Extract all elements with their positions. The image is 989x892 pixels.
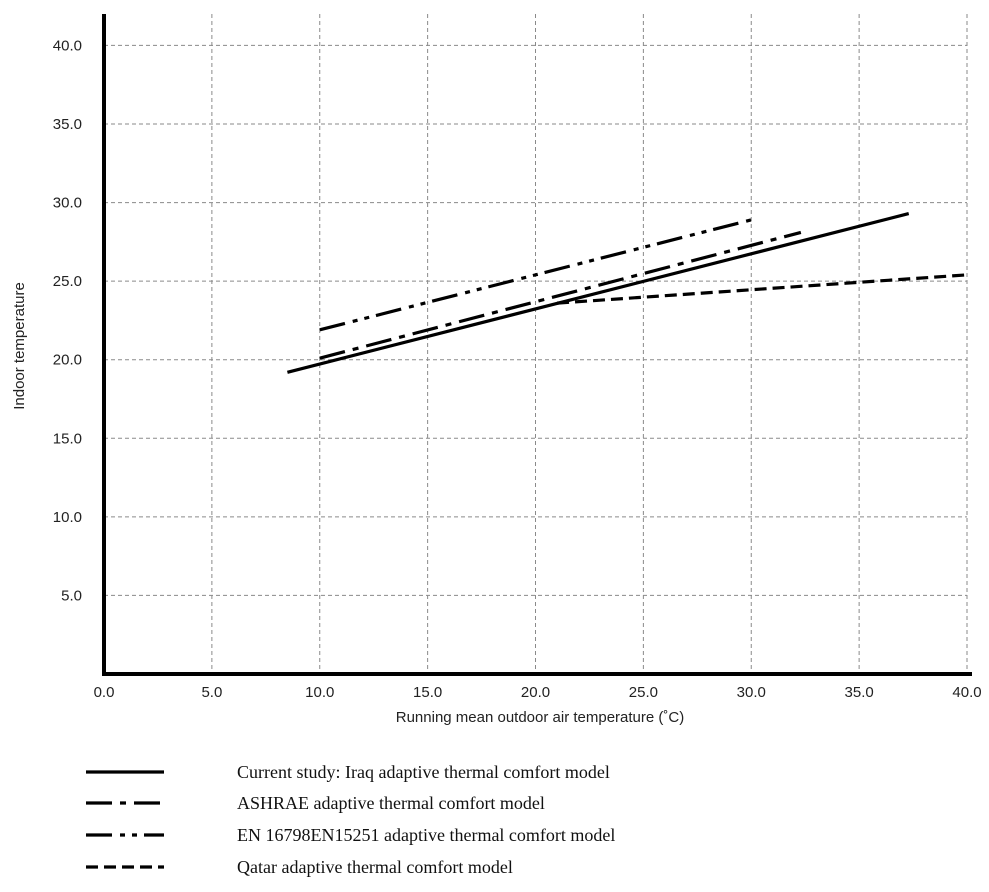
x-tick-label: 35.0 [845,684,874,701]
x-tick-label: 20.0 [521,684,550,701]
y-tick-label: 25.0 [53,273,82,290]
series-lines [287,214,967,373]
y-tick-label: 30.0 [53,195,82,212]
y-axis-title: Indoor temperature [11,282,28,410]
legend-label: EN 16798EN15251 adaptive thermal comfort… [237,825,615,845]
x-tick-label: 10.0 [305,684,334,701]
legend-label: Qatar adaptive thermal comfort model [237,857,513,877]
grid [104,14,967,674]
y-tick-label: 15.0 [53,430,82,447]
axes [102,14,972,674]
y-tick-label: 35.0 [53,116,82,133]
y-tick-label: 10.0 [53,509,82,526]
legend-label: ASHRAE adaptive thermal comfort model [237,793,545,813]
y-tick-label: 20.0 [53,352,82,369]
y-tick-labels: 5.0 10.0 15.0 20.0 25.0 30.0 35.0 40.0 [53,37,82,604]
x-tick-label: 25.0 [629,684,658,701]
x-tick-label: 30.0 [737,684,766,701]
x-tick-label: 15.0 [413,684,442,701]
x-tick-label: 40.0 [952,684,981,701]
y-tick-label: 40.0 [53,37,82,54]
series-line-2 [320,232,801,358]
legend: Current study: Iraq adaptive thermal com… [86,762,615,877]
x-tick-label: 0.0 [94,684,115,701]
series-line-1 [287,214,908,373]
y-tick-label: 5.0 [61,587,82,604]
x-tick-labels: 0.0 5.0 10.0 15.0 20.0 25.0 30.0 35.0 40.0 [94,684,982,701]
series-line-3 [320,220,752,330]
legend-label: Current study: Iraq adaptive thermal com… [237,762,610,782]
x-tick-label: 5.0 [201,684,222,701]
x-axis-title: Running mean outdoor air temperature (˚C… [396,709,684,726]
